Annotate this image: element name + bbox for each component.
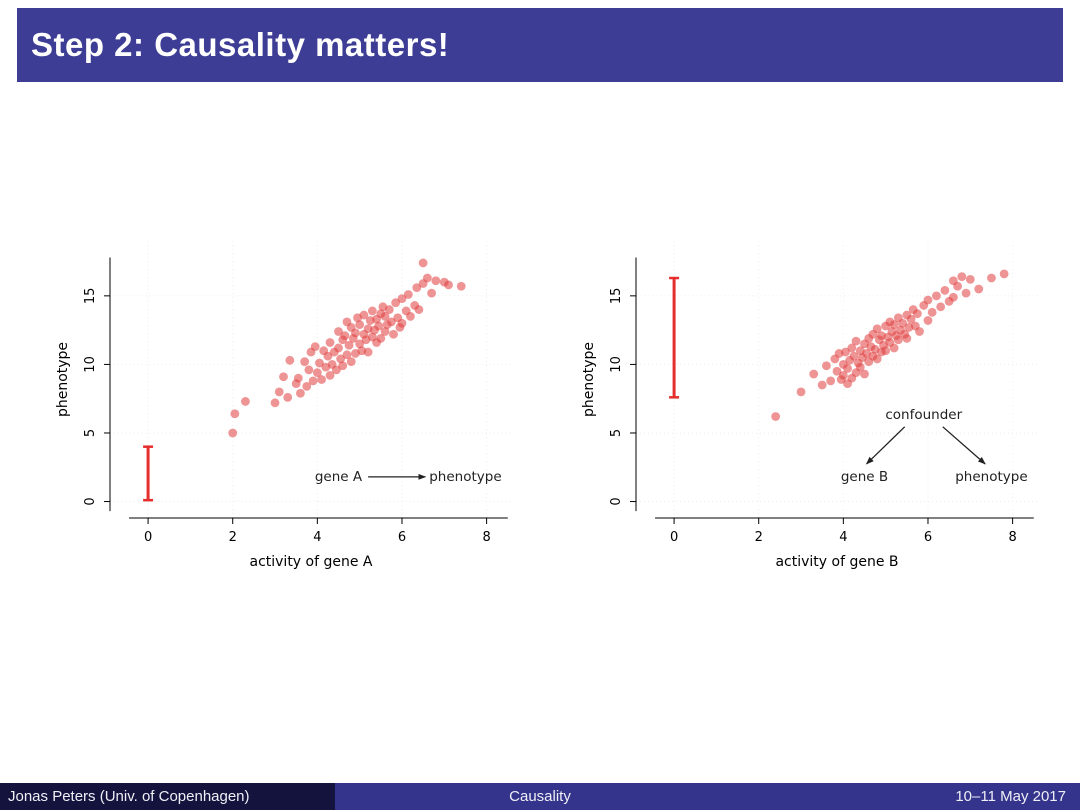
svg-text:phenotype: phenotype xyxy=(581,342,597,417)
svg-text:activity of gene B: activity of gene B xyxy=(775,554,898,570)
svg-text:gene B: gene B xyxy=(841,469,888,485)
footer-author: Jonas Peters (Univ. of Copenhagen) xyxy=(0,783,335,810)
svg-text:5: 5 xyxy=(609,429,624,437)
svg-text:8: 8 xyxy=(1008,530,1016,545)
slide-title: Step 2: Causality matters! xyxy=(31,26,450,63)
svg-text:6: 6 xyxy=(924,530,932,545)
svg-text:2: 2 xyxy=(755,530,763,545)
svg-text:15: 15 xyxy=(83,288,98,305)
svg-text:gene A: gene A xyxy=(315,469,363,485)
svg-text:0: 0 xyxy=(144,530,152,545)
svg-text:6: 6 xyxy=(398,530,406,545)
svg-text:phenotype: phenotype xyxy=(55,342,71,417)
scatter-plot-gene-b: 0 2 4 6 8 0 5 10 15 activity of gene B phenotype co… xyxy=(578,215,1048,580)
footer-date: 10–11 May 2017 xyxy=(745,783,1080,810)
svg-text:activity of gene A: activity of gene A xyxy=(249,554,372,570)
scatter-plot-gene-a-svg: 0 2 4 6 8 0 5 10 15 activity of gene A phenotype ge… xyxy=(55,241,512,570)
svg-text:10: 10 xyxy=(83,356,98,373)
slide-title-bar: Step 2: Causality matters! xyxy=(17,8,1063,82)
svg-text:phenotype: phenotype xyxy=(955,469,1027,485)
svg-text:0: 0 xyxy=(83,497,98,505)
svg-text:8: 8 xyxy=(482,530,490,545)
svg-text:5: 5 xyxy=(83,429,98,437)
svg-text:phenotype: phenotype xyxy=(429,469,501,485)
svg-text:4: 4 xyxy=(839,530,847,545)
svg-text:4: 4 xyxy=(313,530,321,545)
footer-title: Causality xyxy=(334,783,746,810)
svg-text:10: 10 xyxy=(609,356,624,373)
svg-text:0: 0 xyxy=(670,530,678,545)
scatter-plot-gene-b-svg: 0 2 4 6 8 0 5 10 15 activity of gene B phenotype co… xyxy=(581,241,1038,570)
svg-text:0: 0 xyxy=(609,497,624,505)
scatter-plot-gene-a: 0 2 4 6 8 0 5 10 15 activity of gene A phenotype ge… xyxy=(52,215,522,580)
slide-footer: Jonas Peters (Univ. of Copenhagen) Causa… xyxy=(0,783,1080,810)
svg-text:2: 2 xyxy=(229,530,237,545)
svg-text:15: 15 xyxy=(609,288,624,305)
svg-text:confounder: confounder xyxy=(885,407,962,423)
